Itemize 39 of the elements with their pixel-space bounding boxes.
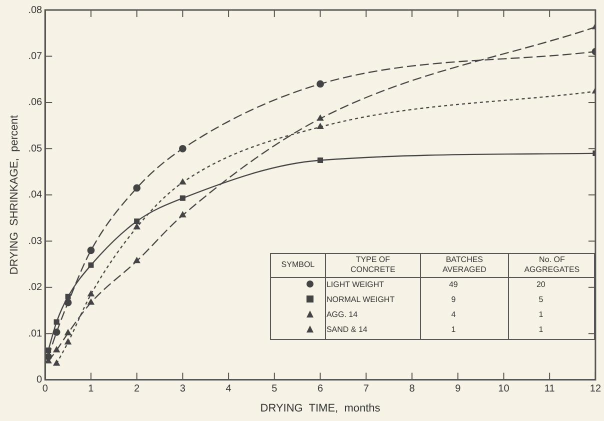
legend-label: AGG. 14 [325, 310, 359, 319]
annotation: No. OF AGGREGATES [523, 254, 581, 275]
annotation: SYMBOL [280, 260, 316, 270]
x-tick-label: 11 [544, 384, 556, 395]
x-tick-label: 6 [317, 384, 324, 395]
legend-label: SAND & 14 [325, 324, 368, 334]
x-tick-label: 1 [88, 384, 94, 395]
x-tick-label: 8 [409, 384, 416, 395]
annotation: 1 [450, 324, 457, 334]
y-tick-label: .01 [28, 328, 43, 340]
legend-label: LIGHT WEIGHT [325, 280, 386, 289]
y-tick-label: .03 [28, 236, 43, 247]
x-tick-label: 9 [455, 384, 462, 395]
x-tick-label: 10 [498, 384, 510, 395]
annotation: 1 [538, 324, 544, 334]
y-tick-label: .05 [28, 143, 43, 154]
x-tick-label: 7 [363, 384, 370, 395]
annotation: BATCHES AVERAGED [442, 254, 488, 275]
y-tick-label: .02 [28, 282, 43, 294]
annotation: 1 [538, 310, 544, 319]
x-tick-label: 5 [272, 384, 278, 395]
y-tick-label: 0 [36, 374, 43, 386]
annotation: 20 [535, 280, 546, 289]
y-tick-label: .07 [28, 50, 43, 62]
x-tick-label: 12 [590, 384, 602, 395]
x-tick-label: 4 [226, 384, 232, 395]
annotation: 9 [450, 294, 457, 304]
annotation: 4 [450, 310, 457, 319]
x-tick-label: 3 [180, 384, 186, 395]
y-tick-label: .04 [28, 190, 43, 201]
x-axis-title: DRYING TIME, months [260, 402, 381, 414]
x-tick-label: 2 [134, 384, 140, 395]
y-axis-title: DRYING SHRINKAGE, percent [8, 115, 21, 275]
annotation: 5 [538, 294, 544, 304]
y-tick-label: .08 [28, 4, 43, 16]
annotation: TYPE OF CONCRETE [349, 254, 396, 275]
legend-label: NORMAL WEIGHT [325, 294, 396, 304]
annotation: 49 [448, 280, 459, 289]
y-tick-label: .06 [28, 97, 43, 108]
